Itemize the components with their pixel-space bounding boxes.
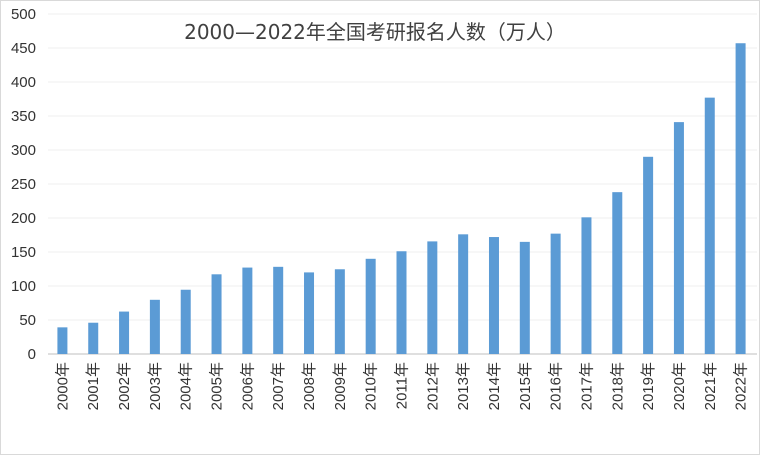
bar-2009年: [334, 269, 345, 354]
x-tick-label: 2007年: [270, 362, 287, 410]
bar-2016年: [550, 233, 561, 354]
bar-2017年: [581, 217, 592, 354]
bar-2014年: [488, 237, 499, 354]
x-tick-label: 2020年: [671, 362, 688, 410]
y-tick-label: 0: [28, 346, 36, 363]
x-tick-label: 2004年: [178, 362, 195, 410]
x-tick-label: 2003年: [147, 362, 164, 410]
x-tick-label: 2018年: [609, 362, 626, 410]
bar-2018年: [612, 192, 623, 354]
x-tick-label: 2005年: [209, 362, 226, 410]
bar-2002年: [119, 311, 130, 354]
y-tick-label: 350: [11, 108, 36, 125]
bar-2007年: [273, 266, 284, 354]
bar-2012年: [427, 241, 438, 354]
bar-2006年: [242, 267, 253, 354]
bar-2004年: [180, 289, 191, 354]
bar-2000年: [57, 327, 68, 354]
y-tick-label: 200: [11, 210, 36, 227]
bar-2011年: [396, 251, 407, 354]
bar-2008年: [304, 272, 315, 354]
y-tick-label: 50: [19, 312, 36, 329]
bar-2022年: [735, 43, 746, 355]
x-tick-label: 2017年: [578, 362, 595, 410]
y-tick-label: 300: [11, 142, 36, 159]
x-tick-label: 2015年: [517, 362, 534, 410]
x-tick-label: 2014年: [486, 362, 503, 410]
x-tick-label: 2008年: [301, 362, 318, 410]
x-tick-label: 2006年: [239, 362, 256, 410]
x-tick-label: 2001年: [85, 362, 102, 410]
bar-2013年: [458, 234, 469, 354]
bar-2021年: [704, 97, 715, 354]
x-tick-label: 2021年: [702, 362, 719, 410]
bar-2003年: [149, 299, 160, 354]
bar-2005年: [211, 274, 222, 354]
bar-2001年: [88, 322, 99, 354]
y-tick-label: 150: [11, 244, 36, 261]
y-tick-label: 400: [11, 74, 36, 91]
x-tick-label: 2016年: [548, 362, 565, 410]
x-tick-label: 2013年: [455, 362, 472, 410]
y-tick-label: 500: [11, 6, 36, 23]
x-tick-label: 2011年: [394, 362, 411, 409]
bar-2010年: [365, 258, 376, 354]
x-tick-label: 2000年: [54, 362, 71, 410]
x-tick-label: 2022年: [733, 362, 750, 410]
bar-2020年: [673, 122, 684, 355]
chart-title: 2000—2022年全国考研报名人数（万人）: [184, 20, 566, 44]
y-tick-label: 250: [11, 176, 36, 193]
x-tick-label: 2012年: [424, 362, 441, 410]
bar-2019年: [643, 156, 654, 354]
x-tick-label: 2019年: [640, 362, 657, 410]
x-tick-label: 2002年: [116, 362, 133, 410]
x-tick-label: 2010年: [363, 362, 380, 410]
y-tick-label: 100: [11, 278, 36, 295]
x-tick-label: 2009年: [332, 362, 349, 410]
y-tick-label: 450: [11, 40, 36, 57]
bar-2015年: [519, 241, 530, 354]
